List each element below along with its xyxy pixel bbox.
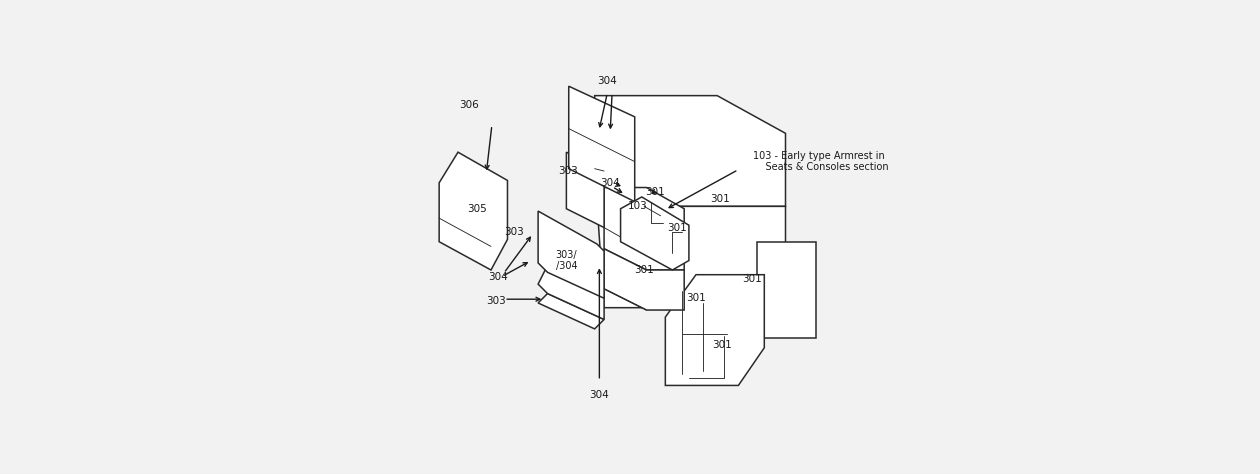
Polygon shape [595, 96, 785, 206]
Text: 301: 301 [668, 223, 687, 233]
Polygon shape [665, 275, 765, 385]
Polygon shape [440, 152, 508, 270]
Polygon shape [568, 86, 635, 201]
Polygon shape [595, 169, 785, 308]
Polygon shape [604, 188, 684, 270]
Text: 301: 301 [645, 187, 665, 197]
Polygon shape [538, 211, 604, 298]
Polygon shape [604, 249, 684, 310]
Polygon shape [757, 242, 816, 338]
Polygon shape [567, 152, 604, 228]
Text: 304: 304 [590, 390, 610, 400]
Text: 303: 303 [558, 166, 577, 176]
Text: 303: 303 [504, 228, 523, 237]
Text: 301: 301 [687, 293, 706, 303]
Polygon shape [621, 197, 689, 270]
Text: 103: 103 [629, 201, 648, 211]
Text: 303/
/304: 303/ /304 [556, 250, 577, 271]
Text: 303: 303 [486, 296, 505, 306]
Text: 301: 301 [709, 194, 730, 204]
Text: 301: 301 [634, 265, 654, 275]
Text: 305: 305 [467, 204, 486, 214]
Polygon shape [538, 265, 604, 319]
Text: 103 - Early type Armrest in
    Seats & Consoles section: 103 - Early type Armrest in Seats & Cons… [753, 151, 890, 173]
Text: 304: 304 [600, 178, 620, 188]
Text: 304: 304 [597, 76, 617, 86]
Text: 301: 301 [742, 274, 762, 284]
Polygon shape [538, 293, 604, 329]
Text: 304: 304 [488, 272, 508, 282]
Text: 301: 301 [712, 340, 732, 350]
Text: 306: 306 [459, 100, 479, 110]
